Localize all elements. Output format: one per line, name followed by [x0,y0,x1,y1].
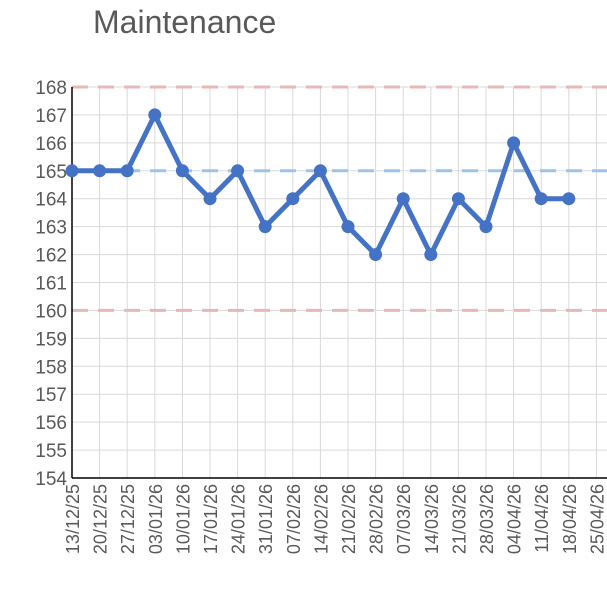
data-points [65,108,576,262]
data-point [286,192,300,206]
x-tick-label: 28/02/26 [367,484,387,554]
data-point [562,192,576,206]
x-tick-label: 07/02/26 [284,484,304,554]
gridlines [72,86,607,479]
y-tick-label: 164 [35,190,67,211]
y-tick-label: 157 [35,385,67,406]
y-tick-label: 156 [35,413,67,434]
data-point [369,248,383,262]
data-point [313,164,327,178]
x-tick-label: 04/04/26 [505,484,525,554]
reference-lines [72,85,607,312]
y-tick-label: 161 [35,274,67,295]
y-tick-label: 166 [35,134,67,155]
y-tick-label: 159 [35,329,67,350]
data-point [507,136,521,150]
x-tick-label: 11/04/26 [532,484,552,553]
data-point [424,248,438,262]
x-tick-labels: 13/12/25 20/12/25 27/12/25 03/01/26 10/01/26… [63,484,607,554]
data-point [258,220,272,234]
data-point [175,164,189,178]
x-tick-label: 21/03/26 [449,484,469,554]
x-tick-label: 14/02/26 [311,484,331,554]
y-tick-label: 160 [35,301,67,322]
chart-title: Maintenance [93,4,277,40]
y-tick-label: 154 [35,469,67,490]
y-tick-labels: 154 155 156 157 158 159 160 161 162 163 164 165 166 1… [35,78,67,490]
x-tick-label: 03/01/26 [146,484,166,554]
x-tick-label: 25/04/26 [587,484,607,554]
y-tick-label: 162 [35,246,67,267]
x-tick-label: 18/04/26 [560,484,580,554]
data-point [120,164,134,178]
y-tick-label: 163 [35,218,67,239]
data-point [203,192,217,206]
x-tick-label: 28/03/26 [477,484,497,554]
y-tick-label: 168 [35,78,67,99]
data-point [451,192,465,206]
data-point [65,164,79,178]
data-point [479,220,493,234]
x-tick-label: 24/01/26 [229,484,249,554]
x-tick-label: 31/01/26 [256,484,276,554]
x-tick-label: 20/12/25 [91,484,111,554]
x-tick-label: 21/02/26 [339,484,359,554]
data-point [396,192,410,206]
x-tick-label: 13/12/25 [63,484,83,554]
data-point [148,108,162,122]
data-point [534,192,548,206]
data-point [341,220,355,234]
x-tick-label: 07/03/26 [394,484,414,554]
y-tick-label: 167 [35,106,67,127]
axes [71,87,607,479]
x-tick-label: 17/01/26 [201,484,221,554]
data-point [93,164,107,178]
x-tick-label: 27/12/25 [118,484,138,554]
data-point [231,164,245,178]
y-tick-label: 165 [35,162,67,183]
x-tick-label: 14/03/26 [422,484,442,554]
y-tick-label: 158 [35,357,67,378]
x-tick-label: 10/01/26 [173,484,193,554]
y-tick-label: 155 [35,441,67,462]
